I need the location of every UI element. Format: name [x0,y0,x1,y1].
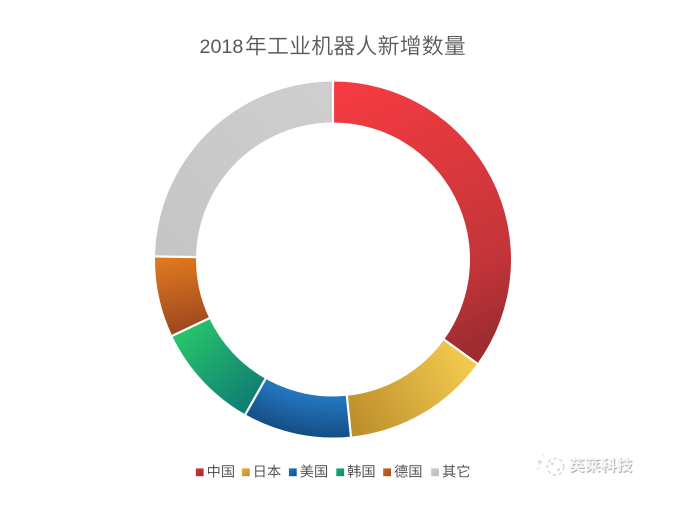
svg-text:2018: 2018 [200,36,244,58]
